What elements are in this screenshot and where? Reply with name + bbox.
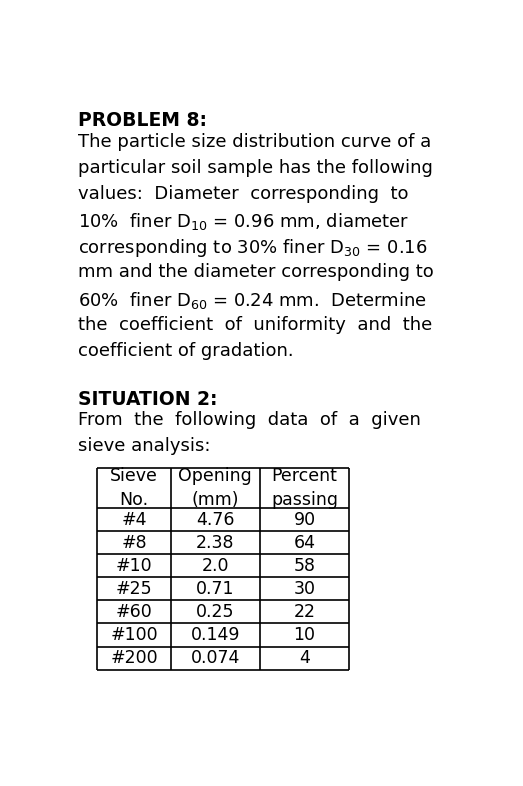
Text: 2.38: 2.38 [196,534,235,552]
Text: 4: 4 [299,649,310,667]
Text: PROBLEM 8:: PROBLEM 8: [78,112,207,130]
Text: 10: 10 [293,626,315,644]
Text: particular soil sample has the following: particular soil sample has the following [78,159,433,177]
Text: 0.25: 0.25 [196,603,235,621]
Text: coefficient of gradation.: coefficient of gradation. [78,342,293,360]
Text: The particle size distribution curve of a: The particle size distribution curve of … [78,133,431,150]
Text: 22: 22 [293,603,315,621]
Text: 58: 58 [293,556,315,575]
Text: #4: #4 [121,511,147,528]
Text: 0.149: 0.149 [190,626,240,644]
Text: 0.71: 0.71 [196,580,235,598]
Text: 10%  finer D$_{10}$ = 0.96 mm, diameter: 10% finer D$_{10}$ = 0.96 mm, diameter [78,211,409,232]
Text: 60%  finer D$_{60}$ = 0.24 mm.  Determine: 60% finer D$_{60}$ = 0.24 mm. Determine [78,289,427,310]
Text: 64: 64 [293,534,315,552]
Text: Sieve
No.: Sieve No. [110,467,158,509]
Text: 2.0: 2.0 [201,556,229,575]
Text: #8: #8 [121,534,147,552]
Text: #200: #200 [110,649,158,667]
Text: #25: #25 [116,580,152,598]
Text: corresponding to 30% finer D$_{30}$ = 0.16: corresponding to 30% finer D$_{30}$ = 0.… [78,237,427,259]
Text: 30: 30 [293,580,315,598]
Text: #10: #10 [116,556,152,575]
Text: #60: #60 [116,603,152,621]
Text: 90: 90 [293,511,315,528]
Text: SITUATION 2:: SITUATION 2: [78,390,217,409]
Text: Percent
passing: Percent passing [271,467,338,509]
Text: 0.074: 0.074 [191,649,240,667]
Text: Opening
(mm): Opening (mm) [178,467,252,509]
Text: 4.76: 4.76 [196,511,235,528]
Text: sieve analysis:: sieve analysis: [78,437,210,455]
Text: the  coefficient  of  uniformity  and  the: the coefficient of uniformity and the [78,316,432,334]
Text: mm and the diameter corresponding to: mm and the diameter corresponding to [78,263,434,281]
Text: #100: #100 [110,626,158,644]
Text: From  the  following  data  of  a  given: From the following data of a given [78,411,420,429]
Text: values:  Diameter  corresponding  to: values: Diameter corresponding to [78,185,408,203]
